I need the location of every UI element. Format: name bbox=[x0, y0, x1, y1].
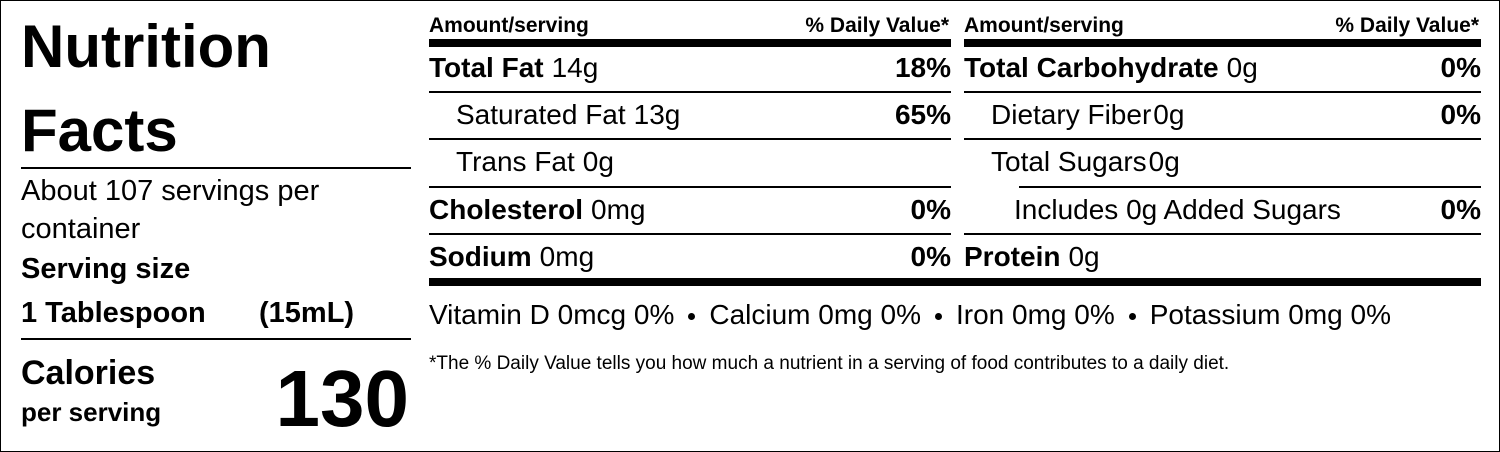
nutrient-row: Total Sugars0g bbox=[964, 139, 1481, 185]
column-header: % Daily Value* bbox=[1335, 14, 1479, 37]
separator bbox=[688, 313, 696, 321]
nutrient-name: Cholesterol bbox=[429, 194, 584, 225]
daily-value: 0% bbox=[910, 241, 951, 272]
rule bbox=[964, 91, 1481, 93]
nutrient-row: Sodium 0mg 0% bbox=[429, 234, 951, 280]
nutrient-row: Total Fat 14g 18% bbox=[429, 45, 951, 91]
nutrient-amount: 0g bbox=[1153, 99, 1185, 130]
daily-value: 0% bbox=[1440, 99, 1481, 130]
rule bbox=[429, 233, 951, 235]
nutrient-row: Saturated Fat 13g 65% bbox=[429, 92, 951, 138]
nutrient-name: Saturated Fat bbox=[456, 99, 626, 130]
rule bbox=[964, 233, 1481, 235]
servings: About 107 servings per bbox=[21, 175, 320, 207]
nutrient-amount: 14g bbox=[551, 52, 599, 83]
nutrient-row: Protein 0g bbox=[964, 234, 1481, 280]
nutrient-amount: 0g bbox=[1068, 241, 1100, 272]
nutrient-name: Dietary Fiber bbox=[991, 99, 1152, 130]
serving-size-label: Serving size bbox=[21, 253, 191, 285]
nutrient-amount: 0mg bbox=[539, 241, 595, 272]
rule bbox=[21, 167, 411, 169]
nutrient-name: Includes 0g Added Sugars bbox=[1014, 194, 1341, 225]
vitamin: Iron 0mg 0% bbox=[956, 299, 1115, 330]
rule bbox=[1019, 186, 1481, 188]
daily-value: 18% bbox=[894, 52, 951, 83]
rule bbox=[21, 338, 411, 340]
column-header: Amount/serving bbox=[964, 14, 1124, 37]
calories-label: Calories bbox=[21, 354, 156, 392]
nutrient-amount: 0g bbox=[1148, 146, 1180, 177]
column-header: % Daily Value* bbox=[805, 14, 949, 37]
column-header: Amount/serving bbox=[429, 14, 589, 37]
calories-sub: per serving bbox=[21, 397, 162, 427]
nutrient-amount: 0g bbox=[1226, 52, 1258, 83]
thick-rule bbox=[429, 39, 951, 47]
nutrient-row: Dietary Fiber0g 0% bbox=[964, 92, 1481, 138]
title: Nutrition bbox=[21, 13, 271, 80]
nutrient-name: Trans Fat bbox=[456, 146, 575, 177]
serving-size: 1 Tablespoon bbox=[21, 297, 206, 329]
vitamin: Potassium 0mg 0% bbox=[1149, 299, 1391, 330]
daily-value: 0% bbox=[910, 194, 951, 225]
nutrient-row: Includes 0g Added Sugars 0% bbox=[964, 187, 1481, 233]
separator bbox=[935, 313, 942, 321]
rule bbox=[429, 186, 951, 188]
nutrient-row: Cholesterol 0mg 0% bbox=[429, 187, 951, 233]
rule bbox=[429, 91, 951, 93]
calories-value: 130 bbox=[275, 354, 409, 443]
title: Facts bbox=[21, 97, 178, 164]
daily-value: 65% bbox=[894, 99, 951, 130]
nutrient-name: Total Sugars bbox=[991, 146, 1147, 177]
vitamins: Vitamin D 0mcg 0% Calcium 0mg 0% Iron 0mg … bbox=[429, 297, 1391, 333]
thick-rule bbox=[964, 39, 1481, 47]
nutrient-name: Sodium bbox=[429, 241, 532, 272]
nutrient-row: Trans Fat 0g bbox=[429, 139, 951, 185]
servings: container bbox=[21, 213, 141, 245]
rule bbox=[964, 138, 1481, 140]
nutrient-amount: 13g bbox=[633, 99, 681, 130]
nutrient-amount: 0g bbox=[582, 146, 614, 177]
daily-value: 0% bbox=[1440, 194, 1481, 225]
rule bbox=[429, 138, 951, 140]
nutrient-name: Total Fat bbox=[429, 52, 544, 83]
serving-size: (15mL) bbox=[259, 297, 355, 329]
footnote: *The % Daily Value tells you how much a … bbox=[429, 353, 1230, 374]
vitamin: Calcium 0mg 0% bbox=[709, 299, 921, 330]
thick-rule bbox=[429, 278, 1481, 286]
nutrient-amount: 0mg bbox=[591, 194, 646, 225]
nutrient-row: Total Carbohydrate 0g 0% bbox=[964, 45, 1481, 91]
nutrient-name: Total Carbohydrate bbox=[964, 52, 1219, 83]
vitamin: Vitamin D 0mcg 0% bbox=[429, 299, 675, 330]
daily-value: 0% bbox=[1440, 52, 1481, 83]
separator bbox=[1128, 313, 1136, 321]
nutrient-name: Protein bbox=[964, 241, 1061, 272]
